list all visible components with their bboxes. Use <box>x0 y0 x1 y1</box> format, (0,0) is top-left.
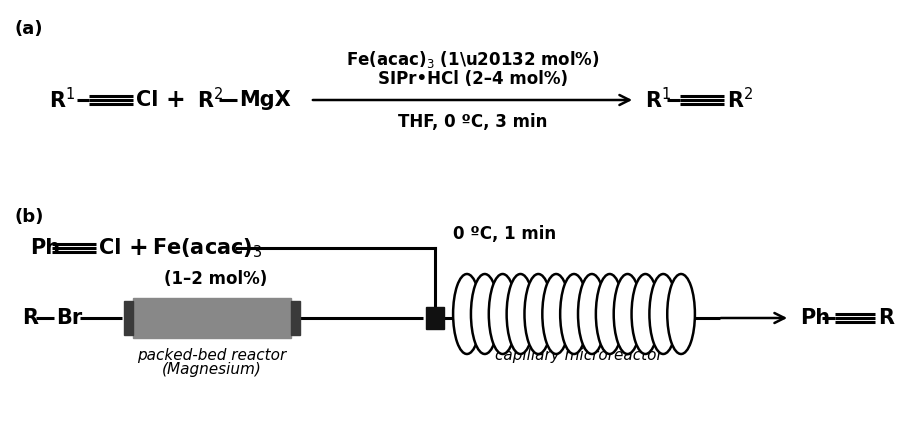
Text: Cl: Cl <box>99 238 121 258</box>
Bar <box>132 298 290 338</box>
Text: Ph: Ph <box>30 238 60 258</box>
Text: Ph: Ph <box>800 308 830 328</box>
Ellipse shape <box>649 274 677 354</box>
Text: R: R <box>22 308 38 328</box>
Ellipse shape <box>453 274 481 354</box>
Bar <box>426 307 444 329</box>
Text: capillary microreactor: capillary microreactor <box>495 348 663 363</box>
Ellipse shape <box>488 274 517 354</box>
Text: (b): (b) <box>14 208 43 226</box>
Text: +: + <box>129 236 148 260</box>
Text: packed-bed reactor: packed-bed reactor <box>137 348 286 363</box>
Ellipse shape <box>560 274 588 354</box>
Text: R: R <box>878 308 894 328</box>
Bar <box>124 301 132 335</box>
Text: R$^2$: R$^2$ <box>197 87 223 113</box>
Ellipse shape <box>667 274 695 354</box>
Ellipse shape <box>543 274 570 354</box>
Text: Cl: Cl <box>136 90 159 110</box>
Text: Br: Br <box>56 308 83 328</box>
Text: MgX: MgX <box>239 90 291 110</box>
Ellipse shape <box>632 274 659 354</box>
Ellipse shape <box>524 274 552 354</box>
Ellipse shape <box>471 274 498 354</box>
Ellipse shape <box>507 274 534 354</box>
Text: 0 ºC, 1 min: 0 ºC, 1 min <box>453 225 556 243</box>
Text: R$^1$: R$^1$ <box>645 87 671 113</box>
Text: +: + <box>165 88 185 112</box>
Text: (a): (a) <box>14 20 42 38</box>
Text: R$^1$: R$^1$ <box>49 87 75 113</box>
Ellipse shape <box>614 274 642 354</box>
Text: SIPr•HCl (2–4 mol%): SIPr•HCl (2–4 mol%) <box>377 70 567 88</box>
Ellipse shape <box>578 274 606 354</box>
Text: (Magnesium): (Magnesium) <box>162 362 262 377</box>
Text: Fe(acac)$_3$: Fe(acac)$_3$ <box>152 236 263 260</box>
Text: Fe(acac)$_3$ (1\u20132 mol%): Fe(acac)$_3$ (1\u20132 mol%) <box>345 49 599 70</box>
Text: THF, 0 ºC, 3 min: THF, 0 ºC, 3 min <box>397 113 547 131</box>
Bar <box>290 301 299 335</box>
Ellipse shape <box>596 274 623 354</box>
Text: R$^2$: R$^2$ <box>727 87 753 113</box>
Text: (1–2 mol%): (1–2 mol%) <box>164 270 267 288</box>
